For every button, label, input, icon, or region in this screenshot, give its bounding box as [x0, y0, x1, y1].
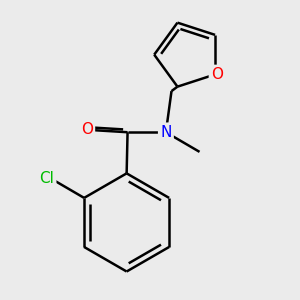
Text: Cl: Cl	[39, 171, 54, 186]
Text: O: O	[81, 122, 93, 137]
Text: O: O	[211, 67, 223, 82]
Text: N: N	[160, 125, 172, 140]
